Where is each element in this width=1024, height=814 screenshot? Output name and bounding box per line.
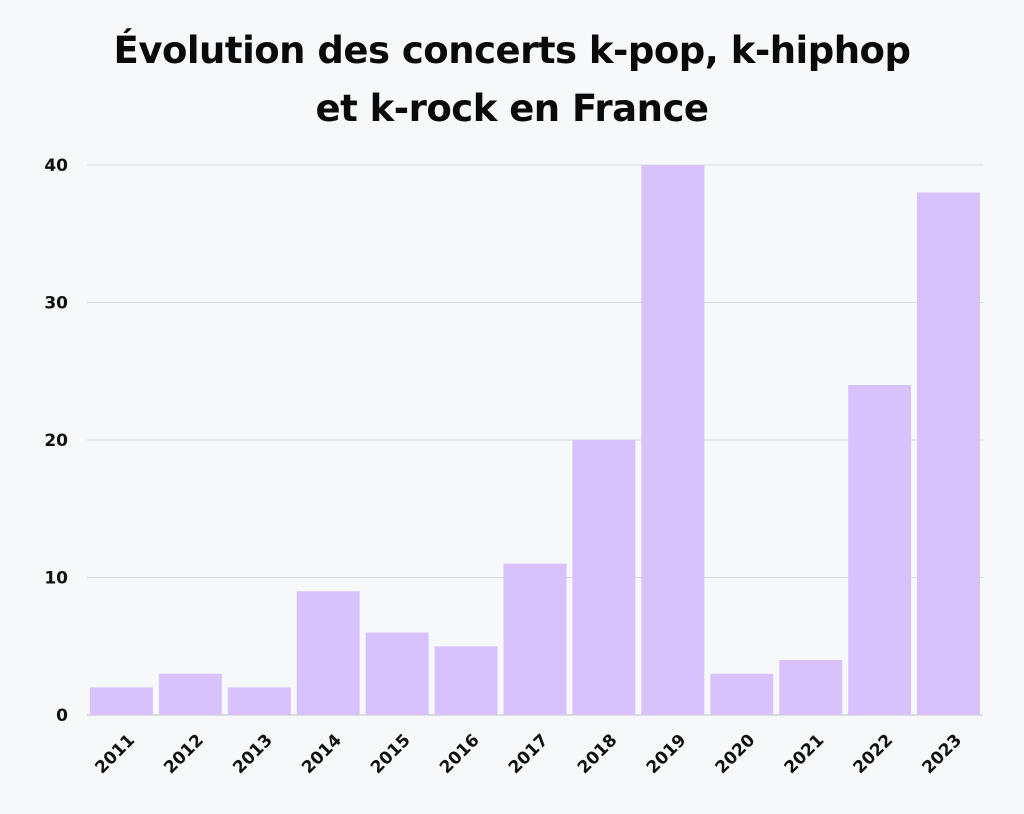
bar-2022 — [848, 385, 912, 715]
chart-title-line-2: et k-rock en France — [315, 87, 709, 130]
x-tick-label: 2012 — [160, 730, 208, 778]
bars — [90, 165, 980, 715]
y-tick-label: 30 — [44, 294, 68, 314]
bar-2020 — [710, 673, 774, 715]
bar-2023 — [917, 192, 980, 715]
chart-title: Évolution des concerts k-pop, k-hiphop e… — [0, 22, 1024, 138]
bar-2013 — [227, 687, 291, 715]
x-tick-label: 2017 — [505, 730, 553, 778]
bar-2012 — [158, 673, 222, 715]
bar-2019 — [641, 165, 705, 715]
x-tick-label: 2021 — [781, 730, 829, 778]
x-tick-label: 2023 — [918, 730, 966, 778]
x-tick-label: 2022 — [850, 730, 898, 778]
y-tick-label: 0 — [56, 706, 68, 726]
y-tick-label: 10 — [44, 569, 68, 589]
x-tick-label: 2013 — [229, 730, 277, 778]
y-axis: 0 10 20 30 40 — [44, 156, 68, 726]
y-tick-label: 40 — [44, 156, 68, 176]
bar-2014 — [296, 591, 360, 715]
chart-title-line-1: Évolution des concerts k-pop, k-hiphop — [113, 29, 911, 72]
bar-2021 — [779, 660, 843, 715]
bar-2017 — [503, 563, 567, 715]
bar-2011 — [90, 687, 153, 715]
x-axis: 2011 2012 2013 2014 2015 2016 2017 2018 2019 2020… — [91, 730, 966, 778]
y-tick-label: 20 — [44, 431, 68, 451]
x-tick-label: 2011 — [91, 730, 139, 778]
x-tick-label: 2020 — [712, 730, 760, 778]
x-tick-label: 2019 — [643, 730, 691, 778]
x-tick-label: 2018 — [574, 730, 622, 778]
x-tick-label: 2014 — [298, 730, 346, 778]
x-tick-label: 2016 — [436, 730, 484, 778]
bar-2016 — [434, 646, 498, 715]
bar-2018 — [572, 440, 636, 715]
bar-2015 — [365, 632, 429, 715]
x-tick-label: 2015 — [367, 730, 415, 778]
